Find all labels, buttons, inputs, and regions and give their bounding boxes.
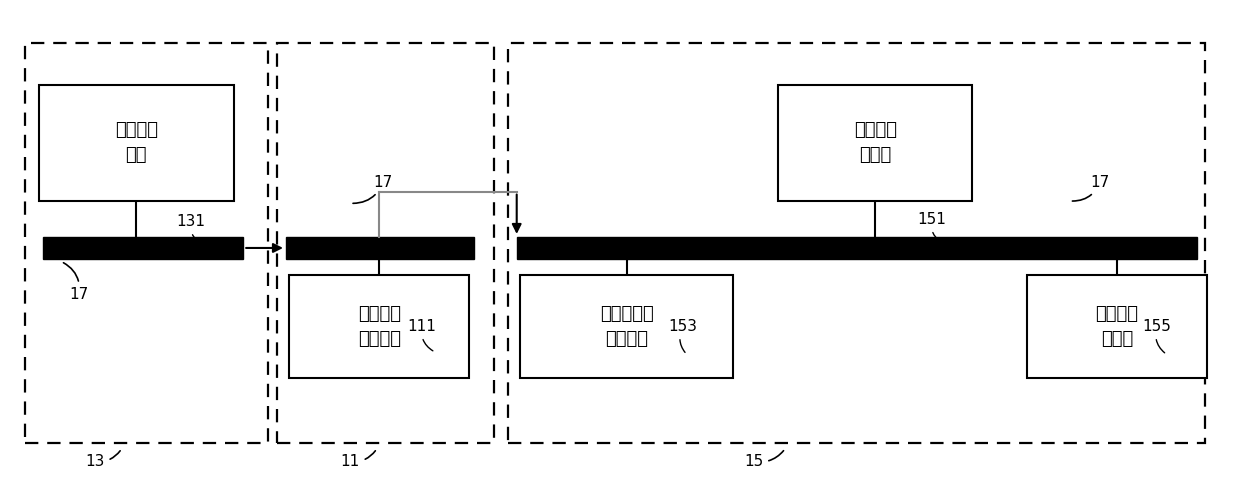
Bar [289,275,469,378]
Bar [42,237,243,259]
Bar [285,237,474,259]
Text: 151: 151 [918,212,946,241]
Text: 155: 155 [1142,319,1172,353]
Text: 153: 153 [668,319,698,352]
Text: 111: 111 [407,319,436,351]
Text: 17: 17 [353,175,393,203]
Text: 17: 17 [1073,175,1110,201]
Text: 变电站外部
监控装置: 变电站外部 监控装置 [600,305,653,348]
Text: 131: 131 [176,214,206,242]
Bar [1027,275,1207,378]
Text: 在线监测
装置: 在线监测 装置 [115,121,157,164]
Text: 一次设备
监控装置: 一次设备 监控装置 [358,305,401,348]
Text: 变电站集
控装置: 变电站集 控装置 [853,121,897,164]
Text: 机器人巡
检装置: 机器人巡 检装置 [1095,305,1138,348]
Text: 17: 17 [63,263,89,301]
Bar [517,237,1197,259]
Bar [521,275,733,378]
Bar [508,43,1204,443]
Bar [40,85,233,201]
Text: 11: 11 [341,451,376,469]
Text: 13: 13 [86,451,120,469]
Bar [777,85,972,201]
Text: 15: 15 [744,450,784,469]
Bar [278,43,494,443]
Bar [25,43,268,443]
